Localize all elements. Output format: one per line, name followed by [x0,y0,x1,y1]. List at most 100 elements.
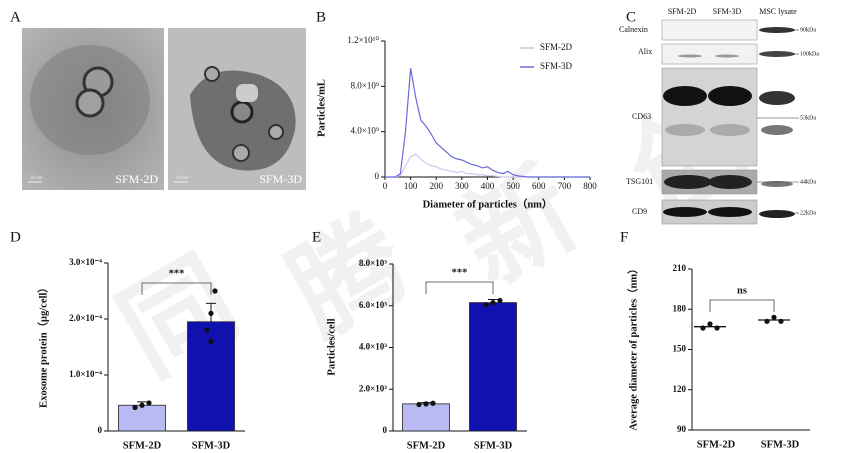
y-tick-label: 0 [375,171,380,181]
x-tick-label: 700 [558,181,572,191]
data-point [764,318,770,324]
marker-label: 90kDa [800,27,816,33]
x-tick-label: SFM-3D [192,440,231,451]
y-tick-label: 8.0×10³ [359,258,387,268]
panel-letter: C [626,9,636,25]
bar [187,321,235,432]
y-tick-label: 2.0×10³ [359,383,387,393]
y-axis-label: Particles/cell [326,318,337,375]
y-axis-label: Particles/mL [316,79,327,137]
y-axis-label: Average diameter of particles（nm） [626,263,639,430]
x-tick-label: SFM-2D [697,439,736,450]
data-point [139,402,145,408]
x-tick-label: SFM-3D [761,439,800,450]
data-point [212,288,218,294]
significance-label: *** [452,267,468,278]
protein-label: CD63 [632,112,651,121]
significance-label: ns [737,285,747,296]
y-tick-label: 1.0×10⁻⁴ [69,369,102,379]
panel-letter: E [312,229,321,245]
data-point [132,404,138,411]
marker-label: 22kDa [800,210,816,216]
panel-letter: F [620,229,628,245]
y-tick-label: 4.0×10⁹ [351,126,379,136]
x-tick-label: 500 [506,181,520,191]
y-tick-label: 0 [383,425,388,435]
panel-letter: A [10,9,21,25]
marker-label: 53kDa [800,115,816,121]
bar [469,302,517,432]
lane-label: SFM-2D [668,7,697,16]
significance-bracket [141,282,212,295]
x-tick-label: 200 [430,181,444,191]
x-tick-label: 800 [583,181,597,191]
data-point [497,297,503,304]
marker-label: 100kDa [800,51,819,57]
data-point [204,327,210,333]
protein-label: Alix [638,47,652,56]
x-tick-label: 100 [404,181,418,191]
data-point [208,338,214,344]
watermark-char: 新 [440,147,596,308]
significance-bracket [709,299,775,312]
image-label: SFM-2D [115,172,158,186]
x-tick-label: SFM-2D [407,440,446,451]
tem-image: 10 nm SFM-3D [168,28,306,190]
legend-label: SFM-2D [540,42,573,52]
y-tick-label: 8.0×10⁹ [351,80,379,90]
y-tick-label: 2.0×10⁻⁴ [69,313,102,323]
data-point [490,300,496,306]
y-tick-label: 4.0×10³ [359,342,387,352]
lane-label: MSC lysate [759,7,797,16]
scale-bar-label: 10 nm [30,176,43,181]
y-tick-label: 90 [677,424,687,434]
data-point [423,401,429,407]
x-tick-label: 400 [481,181,495,191]
y-tick-label: 0 [98,425,103,435]
significance-label: *** [169,268,185,279]
data-point [430,400,436,406]
data-point [146,400,152,406]
data-point [771,314,777,320]
data-point [416,401,422,408]
data-point [714,325,720,331]
x-axis-label: Diameter of particles（nm） [423,197,553,210]
y-tick-label: 6.0×10³ [359,300,387,310]
scale-bar-label: 10 nm [176,176,189,181]
y-tick-label: 1.2×10¹⁰ [347,35,379,45]
watermark-char: 腾 [270,196,427,357]
significance-bracket [425,281,494,294]
panel-letter: B [316,9,326,25]
marker-label: 44kDa [800,179,816,185]
x-tick-label: 600 [532,181,546,191]
legend-label: SFM-3D [540,61,573,71]
y-tick-label: 3.0×10⁻⁴ [69,257,102,267]
y-tick-label: 120 [673,384,687,394]
data-point [700,325,706,331]
y-axis-label: Exosome protein（μg/cell） [36,282,49,408]
bar [118,404,166,432]
x-tick-label: 300 [455,181,469,191]
protein-label: TSG101 [626,177,653,186]
panel-letter: D [10,229,21,245]
series-line [385,68,590,178]
data-point [483,302,489,308]
series-line [385,153,590,178]
protein-label: CD9 [632,207,647,216]
western-blot: SFM-2D SFM-3D MSC lysate Calnexin Alix C… [619,7,819,225]
x-tick-label: SFM-2D [123,440,162,451]
data-point [707,321,713,327]
data-point [208,310,214,316]
y-tick-label: 180 [673,303,687,313]
protein-label: Calnexin [619,25,648,34]
y-tick-label: 210 [673,263,687,273]
image-label: SFM-3D [259,172,302,186]
x-tick-label: SFM-3D [474,440,513,451]
lane-label: SFM-3D [713,7,742,16]
data-point [778,318,784,324]
bar [402,403,450,432]
y-tick-label: 150 [673,344,687,354]
x-tick-label: 0 [383,181,388,191]
tem-image: 10 nm SFM-2D [22,28,164,190]
